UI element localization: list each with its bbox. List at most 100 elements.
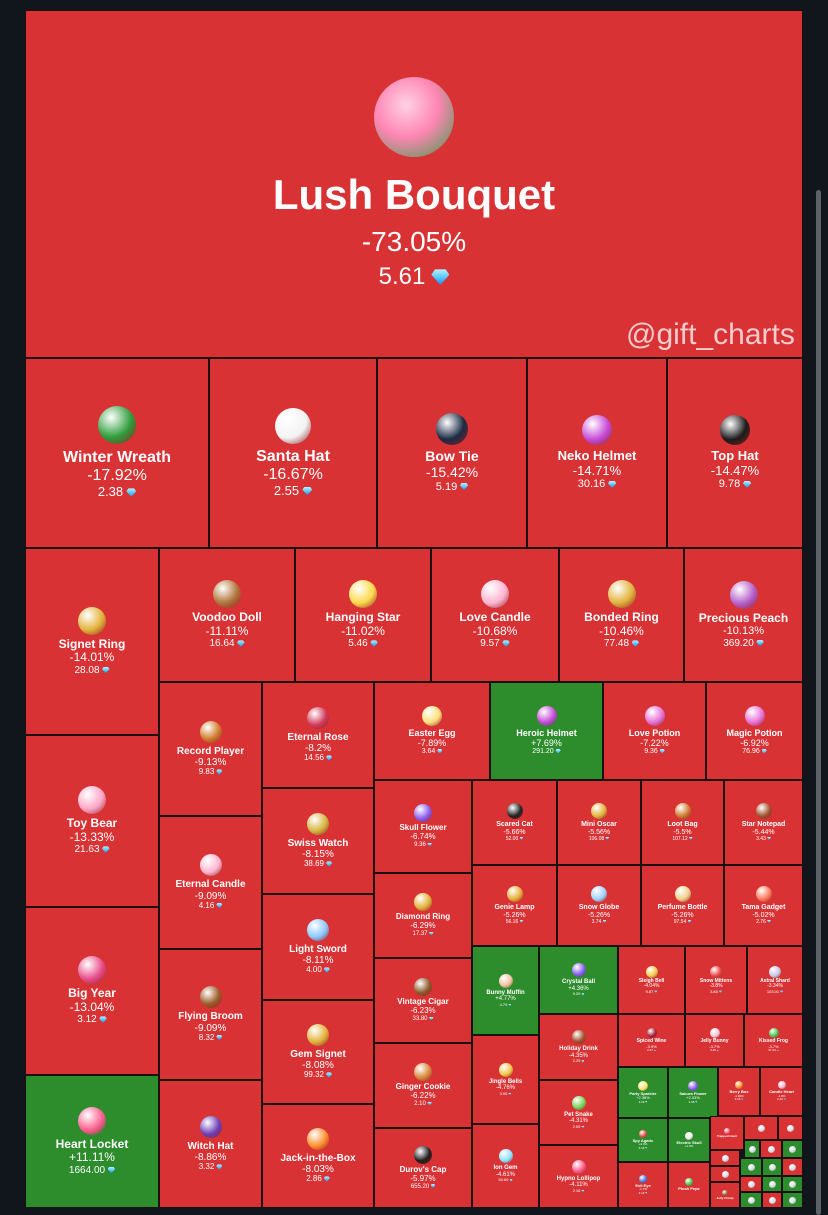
tile-flying-broom[interactable]: Flying Broom -9.09% 8.32: [159, 949, 262, 1080]
tile-small[interactable]: [762, 1176, 782, 1192]
tile-toy-bear[interactable]: Toy Bear -13.33% 21.63: [25, 735, 159, 907]
tile-magic-potion[interactable]: Magic Potion -6.92% 76.96: [706, 682, 803, 780]
tile-price-value: 21.63: [74, 844, 100, 856]
tile-change: -5.26%: [587, 911, 611, 919]
tile-swiss-watch[interactable]: Swiss Watch -8.15% 38.69: [262, 788, 374, 894]
tile-berry-box[interactable]: Berry Box -1.96% 3.16: [718, 1067, 760, 1116]
tile-evil-eye[interactable]: Evil Eye -1.7% 3.14: [618, 1162, 668, 1208]
tile-small[interactable]: [782, 1158, 803, 1176]
tile-name: Love Candle: [459, 610, 531, 625]
diamond-icon: [631, 640, 640, 647]
tile-candle-heart[interactable]: Candle Heart -1.8% 2.22: [760, 1067, 803, 1116]
tile-vintage-cigar[interactable]: Vintage Cigar -6.23% 33.80: [374, 958, 472, 1043]
tile-hanging-star[interactable]: Hanging Star -11.02% 5.46: [295, 548, 431, 682]
top-hat-icon: [720, 415, 750, 446]
tile-small[interactable]: [762, 1192, 782, 1208]
tile-small[interactable]: [782, 1176, 803, 1192]
tile-ion-gem[interactable]: Ion Gem -4.61% 50.69: [472, 1124, 539, 1208]
tile-price-value: 3.85: [710, 988, 718, 994]
tile-star-notepad[interactable]: Star Notepad -5.44% 3.43: [724, 780, 803, 865]
tile-mini-oscar[interactable]: Mini Oscar -5.56% 106.08: [557, 780, 641, 865]
tile-name: Tama Gadget: [741, 903, 786, 911]
tile-precious-peach[interactable]: Precious Peach -10.13% 369.20: [684, 548, 803, 682]
tile-small[interactable]: [782, 1192, 803, 1208]
tile-light-sword[interactable]: Light Sword -8.11% 4.00: [262, 894, 374, 1000]
tile-jelly-bunny[interactable]: Jelly Bunny -3.7% 3.46: [685, 1014, 744, 1067]
tile-gem-signet[interactable]: Gem Signet -8.08% 99.32: [262, 1000, 374, 1104]
tile-sakura-flower[interactable]: Sakura Flower +2.03% 3.36: [668, 1067, 718, 1118]
tile-price: 3.05: [500, 1091, 512, 1096]
tile-jack-in-the-box[interactable]: Jack-in-the-Box -8.03% 2.86: [262, 1104, 374, 1208]
tile-small[interactable]: [744, 1140, 760, 1158]
tile-signet-ring[interactable]: Signet Ring -14.01% 28.08: [25, 548, 159, 735]
tile-snow-globe[interactable]: Snow Globe -5.26% 3.74: [557, 865, 641, 946]
tile-price-value: 33.80: [412, 1016, 428, 1023]
tile-change: -14.01%: [69, 650, 115, 665]
tile-small[interactable]: [710, 1150, 740, 1166]
tile-heroic-helmet[interactable]: Heroic Helmet +7.69% 291.20: [490, 682, 603, 780]
tile-easter-egg[interactable]: Easter Egg -7.89% 3.64: [374, 682, 490, 780]
tile-witch-hat[interactable]: Witch Hat -8.86% 3.32: [159, 1080, 262, 1208]
tile-bonded-ring[interactable]: Bonded Ring -10.46% 77.48: [559, 548, 684, 682]
tile-spiced-wine[interactable]: Spiced Wine -3.9% 2.47: [618, 1014, 685, 1067]
tile-small[interactable]: [740, 1192, 762, 1208]
tile-top-hat[interactable]: Top Hat -14.47% 9.78: [667, 358, 803, 548]
tile-small[interactable]: [778, 1116, 803, 1140]
tile-snow-mittens[interactable]: Snow Mittens -3.8% 3.85: [685, 946, 747, 1014]
tile-small[interactable]: [744, 1116, 778, 1140]
tile-plush-pepe[interactable]: Plush Pepe: [668, 1162, 710, 1208]
tile-party-sparkler[interactable]: Party Sparkler +2.38% 3.16: [618, 1067, 668, 1118]
tile-jolly-chimp[interactable]: Jolly Chimp: [710, 1182, 740, 1208]
tile-small[interactable]: [782, 1140, 803, 1158]
diamond-icon: [519, 836, 524, 840]
monkey-icon: [722, 1189, 728, 1196]
tile-astral-shard[interactable]: Astral Shard -3.34% 103.01: [747, 946, 803, 1014]
diamond-icon: [608, 480, 617, 488]
tile-kissed-frog[interactable]: Kissed Frog -3.7% 37.44: [744, 1014, 803, 1067]
tile-price-value: 9.78: [718, 478, 741, 491]
tile-diamond-ring[interactable]: Diamond Ring -6.29% 17.37: [374, 873, 472, 958]
tile-small[interactable]: [762, 1158, 782, 1176]
tile-ginger-cookie[interactable]: Ginger Cookie -6.22% 2.10: [374, 1043, 472, 1128]
tile-love-candle[interactable]: Love Candle -10.68% 9.57: [431, 548, 559, 682]
tile-eternal-candle[interactable]: Eternal Candle -9.09% 4.16: [159, 816, 262, 949]
tile-scared-cat[interactable]: Scared Cat -5.66% 52.00: [472, 780, 557, 865]
tile-small[interactable]: [740, 1158, 762, 1176]
tile-love-potion[interactable]: Love Potion -7.22% 9.36: [603, 682, 706, 780]
tile-sleigh-bell[interactable]: Sleigh Bell -4.04% 9.87: [618, 946, 685, 1014]
tile-heart-locket[interactable]: Heart Locket +11.11% 1664.00: [25, 1075, 159, 1208]
scrollbar[interactable]: [816, 190, 821, 1215]
tile-small[interactable]: [740, 1176, 762, 1192]
tile-neko-helmet[interactable]: Neko Helmet -14.71% 30.16: [527, 358, 667, 548]
tile-voodoo-doll[interactable]: Voodoo Doll -11.11% 16.64: [159, 548, 295, 682]
tile-loot-bag[interactable]: Loot Bag -5.5% 107.12: [641, 780, 724, 865]
tile-change: -8.03%: [302, 1164, 334, 1176]
tile-trapped-heart[interactable]: Trapped Heart: [710, 1116, 744, 1150]
tile-winter-wreath[interactable]: Winter Wreath -17.92% 2.38: [25, 358, 209, 548]
tile-small[interactable]: [760, 1140, 782, 1158]
tile-genie-lamp[interactable]: Genie Lamp -5.26% 56.16: [472, 865, 557, 946]
tile-santa-hat[interactable]: Santa Hat -16.67% 2.55: [209, 358, 377, 548]
tile-hypno-lollipop[interactable]: Hypno Lollipop -4.11% 2.16: [539, 1145, 618, 1208]
tile-price-value: 2.29: [572, 1058, 581, 1064]
tile-holiday-drink[interactable]: Holiday Drink -4.35% 2.29: [539, 1014, 618, 1080]
tile-jingle-bells[interactable]: Jingle Bells -4.76% 3.05: [472, 1035, 539, 1124]
tile-bunny-muffin[interactable]: Bunny Muffin +4.77% 4.79: [472, 946, 539, 1035]
tile-big-year[interactable]: Big Year -13.04% 3.12: [25, 907, 159, 1075]
tile-record-player[interactable]: Record Player -9.13% 9.83: [159, 682, 262, 816]
tile-eternal-rose[interactable]: Eternal Rose -8.2% 14.56: [262, 682, 374, 788]
tile-spy-agaric[interactable]: Spy Agaric +2.3% 3.16: [618, 1118, 668, 1162]
tile-small[interactable]: [710, 1166, 740, 1182]
tile-lush-bouquet[interactable]: Lush Bouquet -73.05% 5.61: [25, 10, 803, 358]
tile-crystal-ball[interactable]: Crystal Ball +4.36% 9.20: [539, 946, 618, 1014]
tile-change: -5.66%: [503, 828, 526, 836]
tile-name: Winter Wreath: [62, 449, 171, 467]
tile-tama-gadget[interactable]: Tama Gadget -5.02% 2.76: [724, 865, 803, 946]
tile-price: 655.20: [411, 1184, 436, 1191]
tile-durov-s-cap[interactable]: Durov's Cap -5.97% 655.20: [374, 1128, 472, 1208]
tile-electric-skull[interactable]: Electric Skull +1.9%: [668, 1118, 710, 1162]
tile-perfume-bottle[interactable]: Perfume Bottle -5.26% 97.54: [641, 865, 724, 946]
tile-pet-snake[interactable]: Pet Snake -4.31% 2.00: [539, 1080, 618, 1145]
tile-skull-flower[interactable]: Skull Flower -6.74% 9.36: [374, 780, 472, 873]
tile-bow-tie[interactable]: Bow Tie -15.42% 5.19: [377, 358, 527, 548]
